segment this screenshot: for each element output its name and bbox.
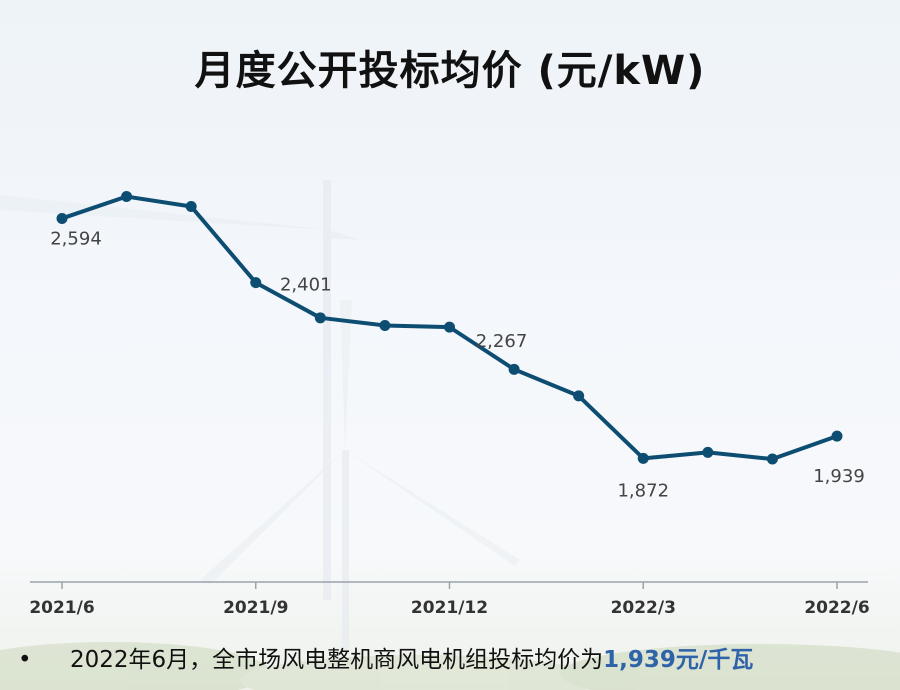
data-point	[121, 191, 133, 203]
x-tick-label: 2022/6	[804, 598, 869, 618]
data-point	[508, 363, 520, 375]
data-point	[637, 452, 649, 464]
data-point	[56, 212, 68, 224]
wind-turbine-icon	[0, 180, 360, 600]
foliage-decoration	[0, 642, 900, 690]
data-label: 2,594	[50, 228, 102, 249]
data-label: 1,872	[617, 480, 669, 501]
data-point	[314, 312, 326, 324]
footnote-highlight: 1,939元/千瓦	[603, 647, 754, 673]
x-tick-label: 2022/3	[611, 598, 676, 618]
bullet: •	[18, 647, 32, 673]
data-point	[766, 453, 778, 465]
data-point	[250, 277, 262, 289]
data-label: 2,267	[476, 331, 528, 352]
data-point	[444, 321, 455, 333]
x-tick-label: 2021/9	[223, 598, 288, 618]
data-point	[379, 319, 391, 331]
x-tick-label: 2021/6	[29, 598, 94, 618]
data-point	[702, 446, 714, 458]
data-label: 1,939	[813, 466, 865, 487]
footnote: • 2022年6月，全市场风电整机商风电机组投标均价为1,939元/千瓦	[18, 640, 888, 674]
data-point	[831, 430, 843, 442]
data-point	[185, 200, 197, 212]
wind-turbine-icon	[200, 300, 520, 650]
data-point	[573, 390, 585, 402]
data-label: 2,401	[280, 275, 332, 296]
x-tick-label: 2021/12	[411, 598, 488, 618]
footnote-text: 2022年6月，全市场风电整机商风电机组投标均价为	[70, 647, 604, 673]
chart-title: 月度公开投标均价 (元/kW)	[194, 48, 706, 94]
